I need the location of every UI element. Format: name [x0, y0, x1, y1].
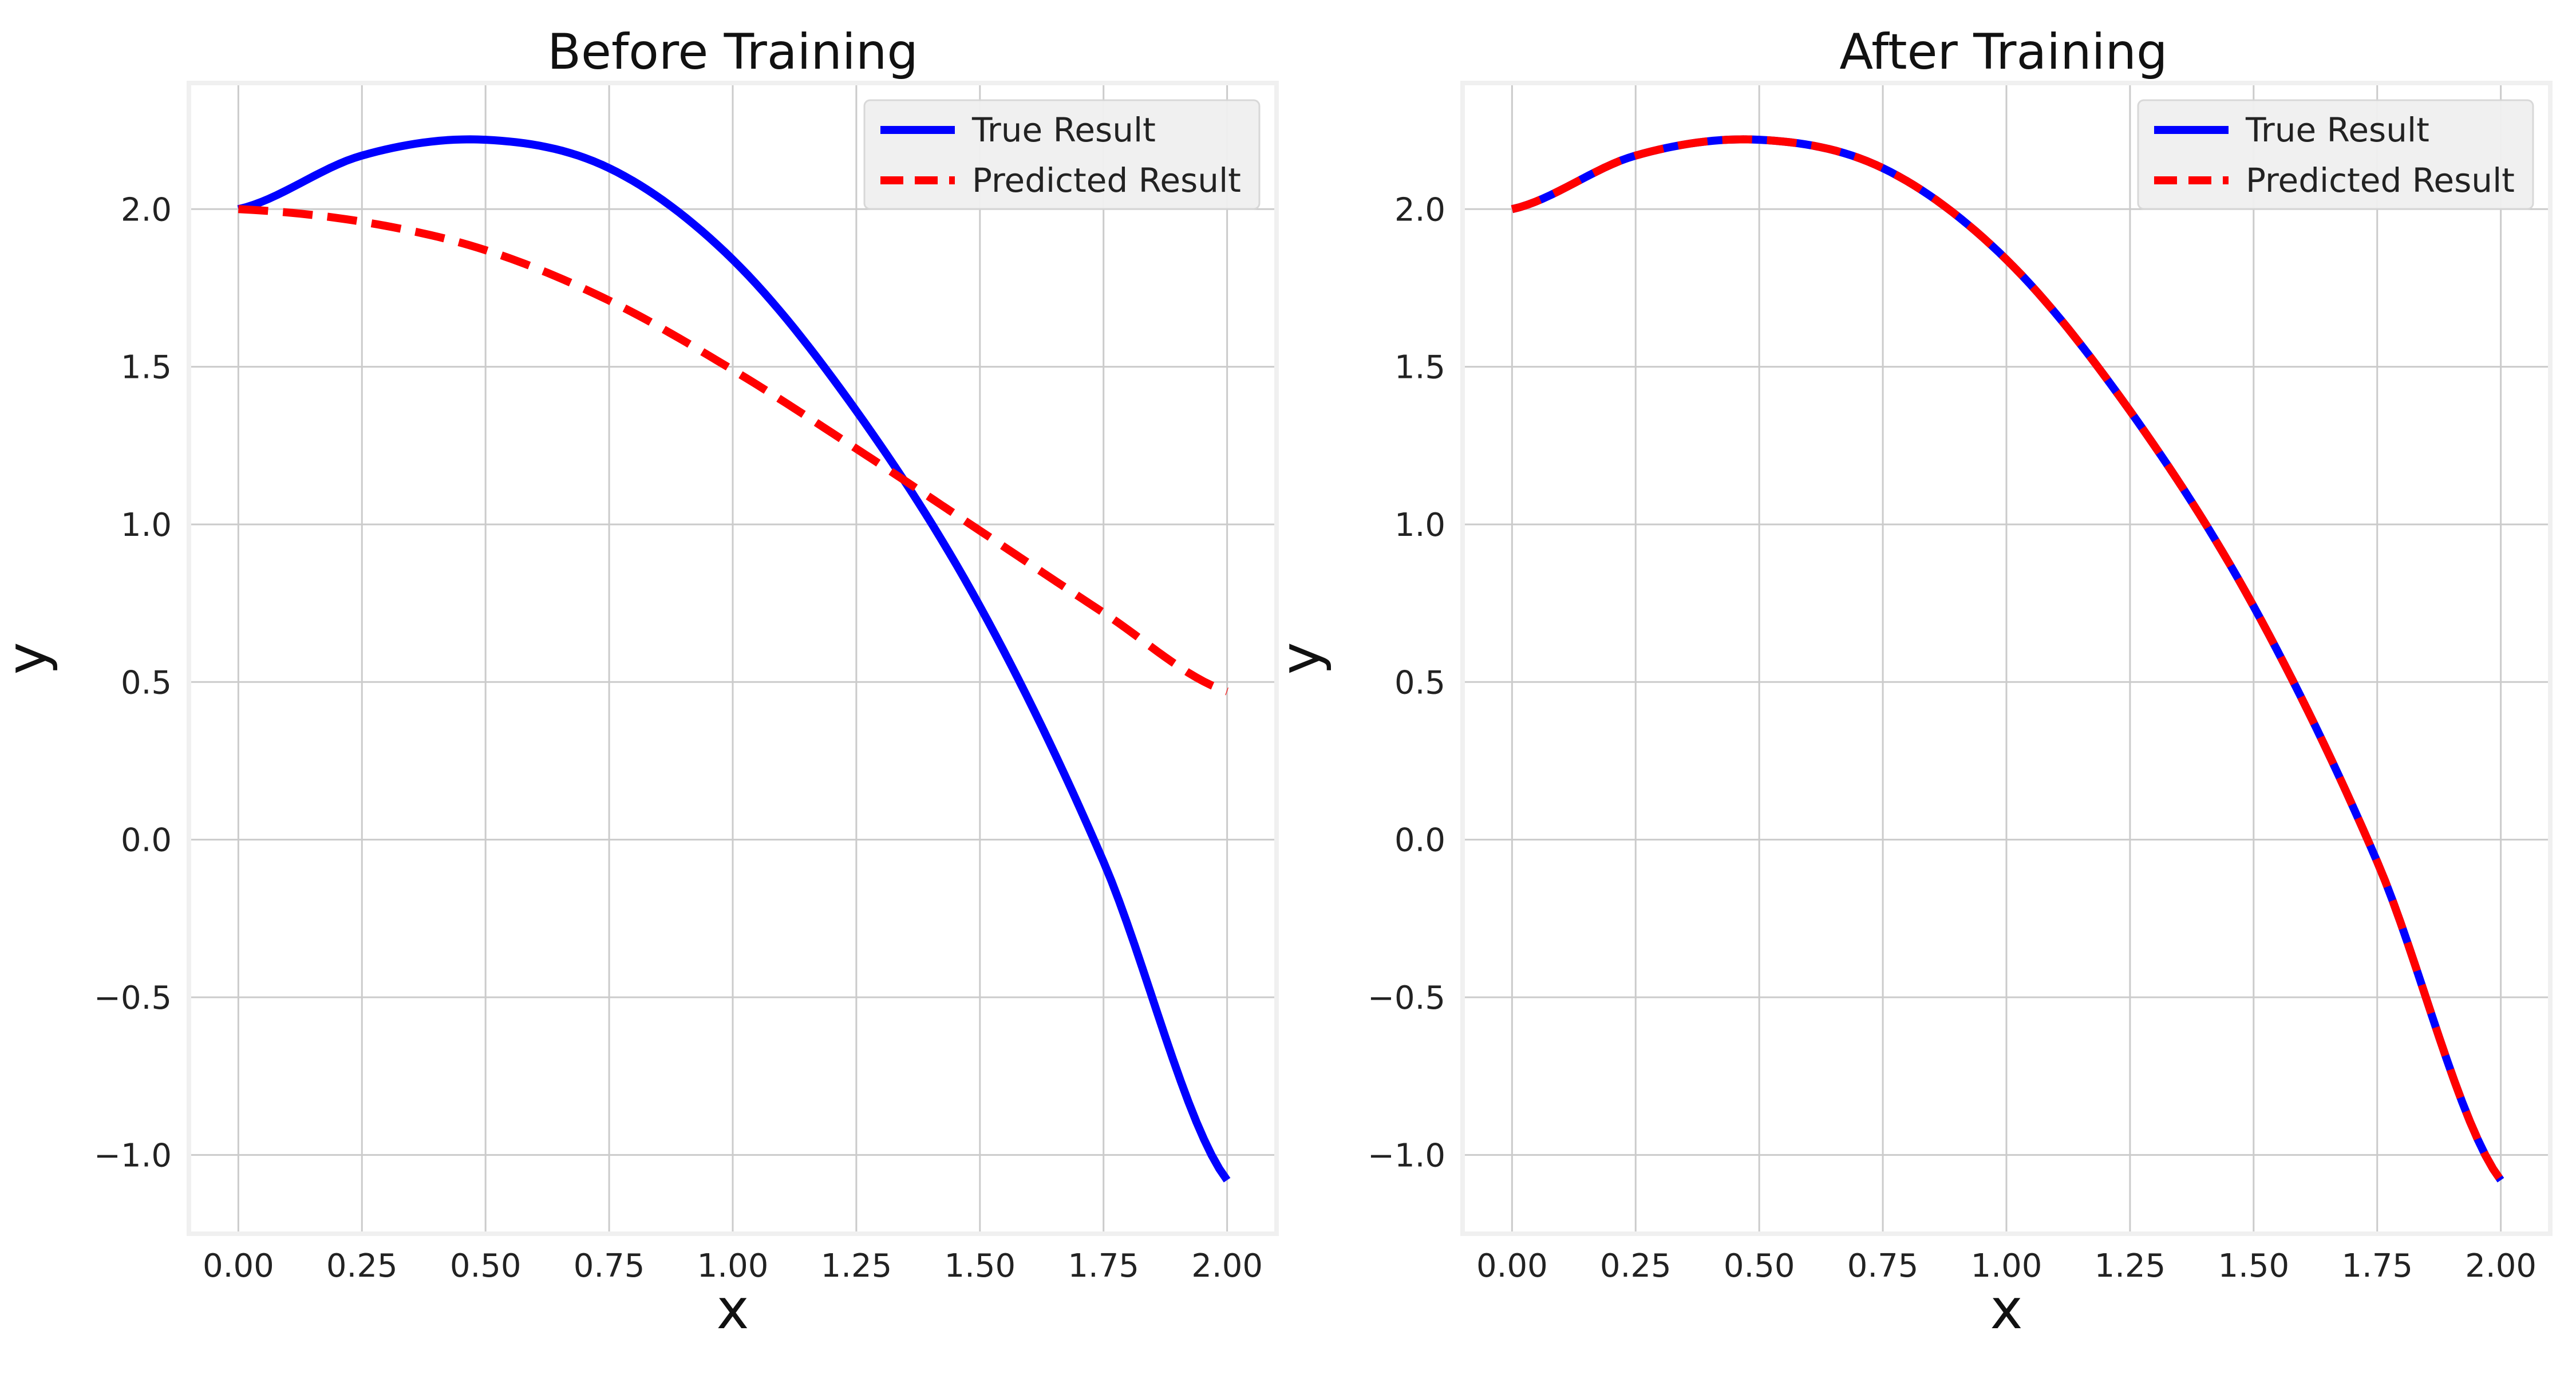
x-tick-label: 1.75 [1068, 1247, 1139, 1285]
x-tick-label: 2.00 [2465, 1247, 2537, 1285]
x-tick-label: 1.00 [1971, 1247, 2042, 1285]
x-tick-label: 1.50 [944, 1247, 1016, 1285]
x-tick-label: 0.00 [1476, 1247, 1548, 1285]
true-result-line [237, 135, 1231, 1183]
y-tick-label: −1.0 [1368, 1137, 1445, 1174]
x-tick-label: 0.50 [1724, 1247, 1795, 1285]
y-axis-label: y [1269, 642, 1333, 675]
before-training-panel: Before Training 0.00 0.25 0.50 0.75 1.00 1.25… [0, 23, 1279, 1341]
legend-label: True Result [2245, 110, 2429, 149]
y-tick-label: −0.5 [1368, 980, 1445, 1017]
y-tick-label: −0.5 [94, 980, 172, 1017]
y-tick-label: 0.0 [121, 822, 172, 859]
y-tick-label: 1.0 [121, 507, 172, 544]
predicted-result-line [1511, 135, 2504, 1183]
panel-title: Before Training [547, 23, 918, 81]
y-tick-label: 2.0 [1394, 191, 1445, 228]
y-tick-label: 2.0 [121, 191, 172, 228]
y-tick-label: 1.5 [1394, 349, 1445, 386]
panel-title: After Training [1839, 23, 2167, 81]
legend-label: True Result [971, 110, 1156, 149]
y-tick-label: 1.5 [121, 349, 172, 386]
y-axis-label: y [0, 642, 59, 675]
x-tick-label: 0.75 [1847, 1247, 1919, 1285]
after-training-panel: After Training 0.00 0.25 0.50 0.75 1.00 1.25 1… [1269, 23, 2553, 1341]
predicted-result-line [238, 205, 1228, 696]
y-tick-label: 0.0 [1394, 822, 1445, 859]
y-tick-label: −1.0 [94, 1137, 172, 1174]
legend: True Result Predicted Result [2137, 99, 2534, 210]
x-tick-label: 1.75 [2341, 1247, 2413, 1285]
x-tick-label: 1.50 [2218, 1247, 2289, 1285]
legend-label: Predicted Result [972, 161, 1241, 200]
x-tick-label: 0.25 [1600, 1247, 1672, 1285]
x-tick-label: 1.25 [2095, 1247, 2166, 1285]
y-tick-label: 0.5 [1394, 664, 1445, 701]
x-tick-label: 0.50 [450, 1247, 521, 1285]
legend-label: Predicted Result [2246, 161, 2515, 200]
x-tick-label: 1.25 [821, 1247, 892, 1285]
x-axis-label: x [717, 1277, 749, 1341]
x-tick-label: 1.00 [697, 1247, 769, 1285]
y-tick-label: 0.5 [121, 664, 172, 701]
y-tick-label: 1.0 [1394, 507, 1445, 544]
x-tick-label: 0.75 [574, 1247, 645, 1285]
legend: True Result Predicted Result [863, 99, 1261, 210]
x-tick-label: 0.00 [203, 1247, 274, 1285]
x-tick-label: 2.00 [1191, 1247, 1263, 1285]
x-axis-label: x [1990, 1277, 2023, 1341]
x-tick-label: 0.25 [326, 1247, 398, 1285]
legend-background [863, 99, 1261, 210]
legend-background [2137, 99, 2534, 210]
